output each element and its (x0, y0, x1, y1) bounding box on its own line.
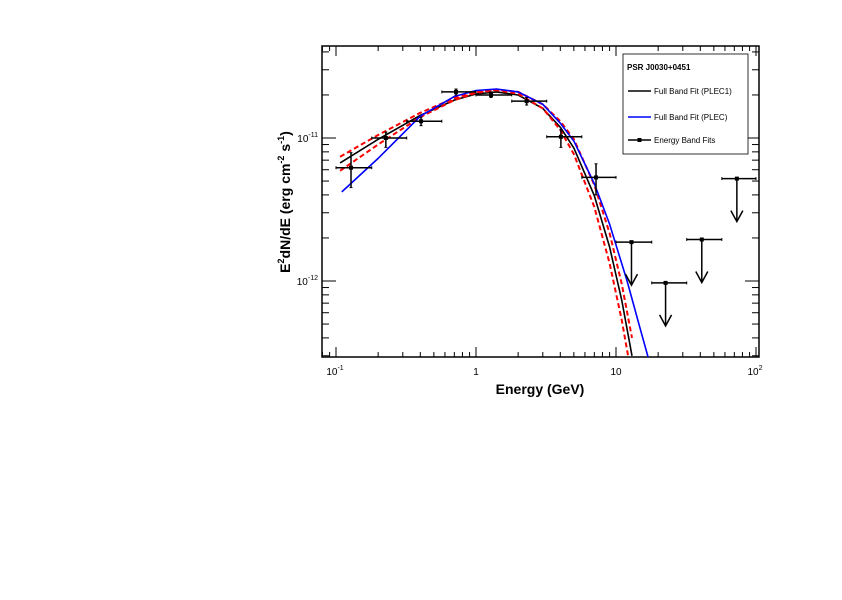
x-tick-label: 1 (473, 367, 479, 378)
data-point (383, 136, 388, 140)
y-axis-label: E2dN/dE (erg cm-2 s-1) (276, 131, 293, 273)
data-point (454, 89, 459, 94)
x-axis-label: Energy (GeV) (496, 381, 585, 397)
fit-uncertainty-band-line (339, 89, 630, 357)
x-tick-label: 102 (747, 365, 762, 378)
x-tick-label: 10 (610, 367, 622, 378)
y-tick-label: 10-12 (297, 275, 318, 288)
data-point (524, 99, 529, 104)
data-point (489, 92, 494, 97)
legend-marker-points (637, 138, 642, 142)
down-arrow-icon (624, 273, 639, 287)
legend-entry-points: Energy Band Fits (654, 136, 715, 145)
plot-frame (321, 45, 760, 358)
x-tick-label: 10-1 (326, 365, 343, 378)
data-point (349, 165, 354, 170)
data-point (558, 134, 563, 139)
down-arrow-icon (730, 210, 744, 224)
data-point (594, 175, 599, 180)
fit-uncertainty-band-line (339, 88, 633, 339)
down-arrow-icon (658, 314, 673, 328)
data-point (419, 119, 424, 124)
legend-header: PSR J0030+0451 (627, 63, 691, 72)
legend-entry-plec1: Full Band Fit (PLEC1) (654, 87, 732, 96)
y-tick-label: 10-11 (297, 132, 318, 145)
plec-fit-line (341, 88, 649, 357)
legend-entry-plec: Full Band Fit (PLEC) (654, 113, 728, 122)
legend-box (622, 53, 749, 155)
legend: PSR J0030+0451 Full Band Fit (PLEC1) Ful… (622, 53, 749, 155)
down-arrow-icon (695, 271, 709, 285)
